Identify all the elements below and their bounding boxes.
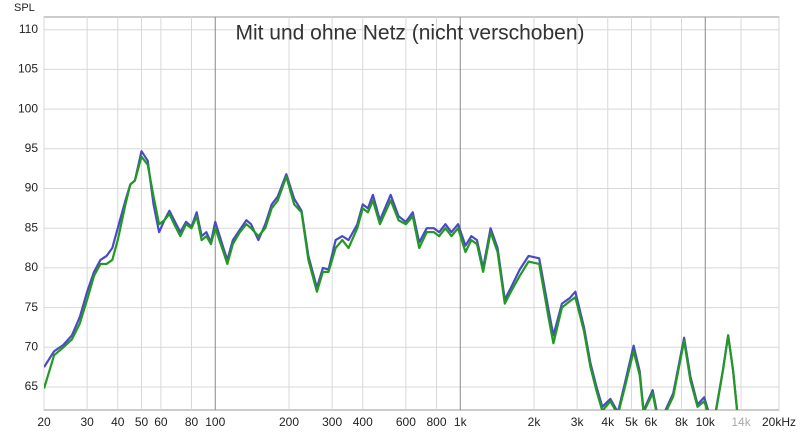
x-tick-label: 20 [37,415,51,429]
y-tick-label: 80 [25,260,39,274]
y-tick-label: 100 [18,101,38,115]
y-tick-label: 85 [25,220,39,234]
x-tick-label: 20kHz [762,415,796,429]
x-tick-label: 14k [731,415,751,429]
x-tick-label: 10k [696,415,716,429]
grid [43,17,780,410]
x-tick-label: 3k [571,415,585,429]
x-tick-label: 1k [454,415,468,429]
y-tick-label: 70 [25,339,39,353]
x-tick-label: 400 [353,415,373,429]
x-tick-label: 800 [426,415,446,429]
x-tick-label: 2k [528,415,542,429]
series-line [44,155,739,410]
curves [44,150,739,410]
x-tick-label: 40 [111,415,125,429]
chart-title: Mit und ohne Netz (nicht verschoben) [235,22,584,45]
x-tick-label: 80 [185,415,199,429]
y-tick-label: 105 [18,62,38,76]
x-tick-label: 30 [80,415,94,429]
y-tick-label: 95 [25,141,39,155]
y-tick-label: 110 [19,22,38,36]
x-tick-label: 50 [135,415,149,429]
x-tick-label: 200 [279,415,299,429]
y-tick-label: 90 [25,181,39,195]
x-tick-label: 4k [601,415,615,429]
x-tick-label: 5k [625,415,639,429]
y-tick-label: 65 [25,379,39,393]
x-tick-label: 6k [645,415,659,429]
x-tick-label: 300 [322,415,342,429]
x-tick-label: 600 [396,415,416,429]
y-tick-label: 75 [25,300,39,314]
x-tick-label: 8k [675,415,689,429]
x-tick-label: 100 [205,415,225,429]
x-tick-label: 60 [154,415,168,429]
y-axis-label: SPL [14,2,35,14]
